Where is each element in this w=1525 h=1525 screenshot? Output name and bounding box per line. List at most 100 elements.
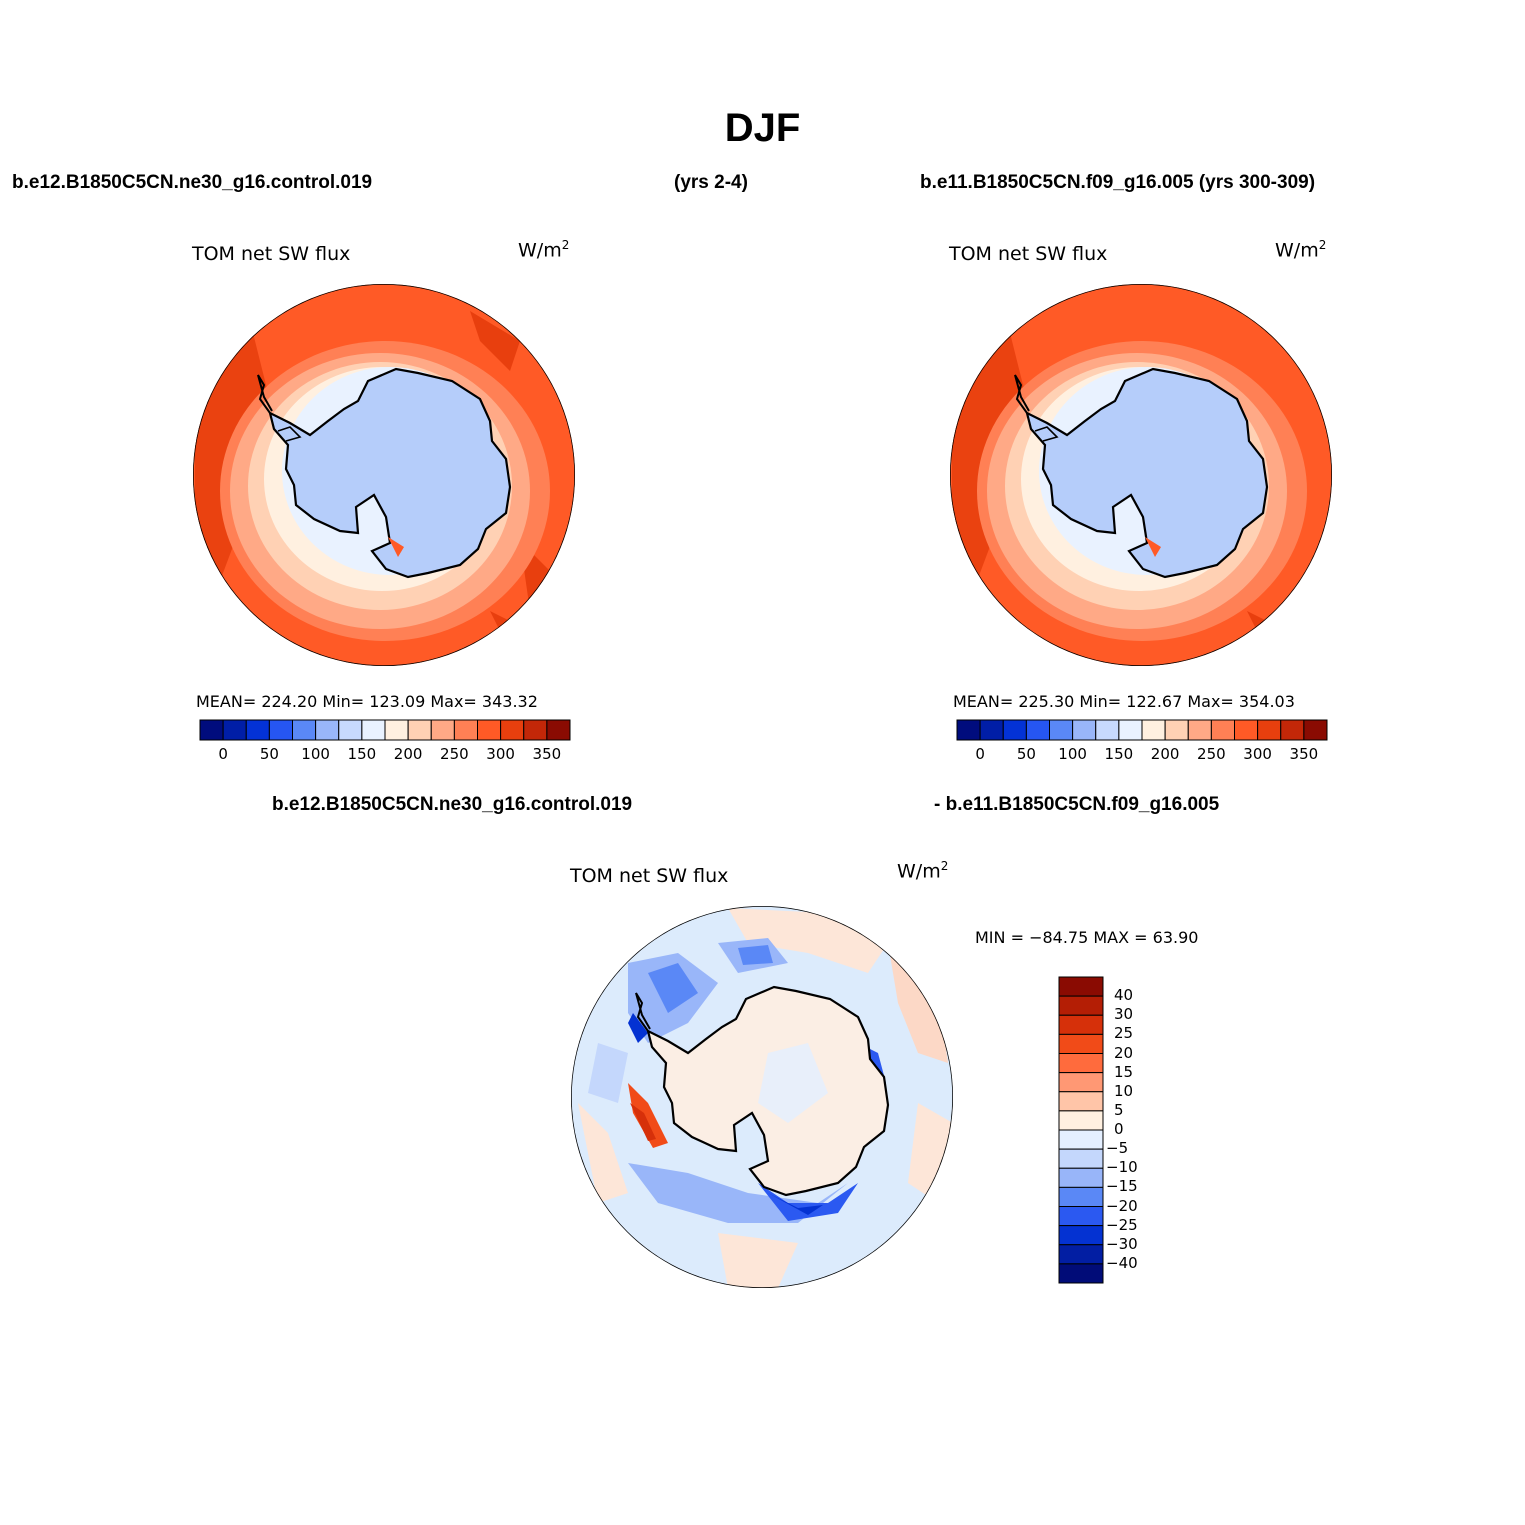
colorbar-tick-label: −15 [1106, 1177, 1138, 1196]
colorbar-swatch [1058, 1014, 1104, 1035]
colorbar-tick-label: 250 [440, 745, 469, 763]
colorbar-tick-label: −10 [1106, 1158, 1138, 1177]
colorbar-swatch [1058, 1053, 1104, 1074]
colorbar-swatch [1025, 719, 1050, 741]
right-case-header: b.e11.B1850C5CN.f09_g16.005 (yrs 300-309… [920, 172, 1316, 193]
colorbar-swatch [268, 719, 293, 741]
colorbar-tick-label: 10 [1114, 1081, 1134, 1100]
colorbar-swatch [361, 719, 386, 741]
colorbar-tick-label: 0 [218, 745, 228, 763]
colorbar-tick-label: −30 [1106, 1234, 1138, 1253]
colorbar-swatch [546, 719, 571, 741]
colorbar-swatch [222, 719, 247, 741]
colorbar-tick-label: 40 [1114, 986, 1134, 1005]
colorbar-swatch [1187, 719, 1212, 741]
colorbar-tick-label: 250 [1197, 745, 1226, 763]
colorbar-swatch [245, 719, 270, 741]
colorbar-swatch [315, 719, 340, 741]
panel1-units: W/m2 [518, 238, 570, 262]
colorbar-swatch [1058, 1167, 1104, 1188]
colorbar-swatch [1058, 1129, 1104, 1150]
colorbar-tick-label: −40 [1106, 1253, 1138, 1272]
left-case-header: b.e12.B1850C5CN.ne30_g16.control.019 [12, 172, 373, 193]
colorbar-tick-label: 200 [393, 745, 423, 763]
colorbar-swatch [1049, 719, 1074, 741]
colorbar-tick-label: 5 [1114, 1100, 1124, 1119]
colorbar-tick-label: 0 [975, 745, 985, 763]
colorbar-tick-label: 200 [1150, 745, 1180, 763]
colorbar-tick-label: 350 [532, 745, 562, 763]
panel1-variable-label: TOM net SW flux [192, 243, 351, 265]
colorbar-swatch [292, 719, 317, 741]
panel1-colorbar-ticks: 0 50 100 150 200 250 300 350 [198, 745, 572, 765]
colorbar-swatch [1095, 719, 1120, 741]
panel2-variable-label: TOM net SW flux [949, 243, 1108, 265]
diff-colorbar [1058, 976, 1104, 1284]
diff-right-header: - b.e11.B1850C5CN.f09_g16.005 [934, 794, 1220, 815]
colorbar-swatch [477, 719, 502, 741]
colorbar-swatch [1164, 719, 1189, 741]
colorbar-tick-label: 300 [1243, 745, 1272, 763]
colorbar-tick-label: 30 [1114, 1005, 1134, 1024]
colorbar-swatch [453, 719, 478, 741]
colorbar-swatch [1058, 1148, 1104, 1169]
diff-left-header: b.e12.B1850C5CN.ne30_g16.control.019 [272, 794, 633, 815]
colorbar-swatch [523, 719, 548, 741]
colorbar-swatch [430, 719, 455, 741]
colorbar-tick-label: 50 [1016, 745, 1036, 763]
figure-title: DJF [724, 106, 801, 150]
colorbar-swatch [1058, 1072, 1104, 1093]
panel1-polar-map [193, 284, 575, 666]
colorbar-tick-label: 150 [347, 745, 377, 763]
colorbar-swatch [1058, 1206, 1104, 1227]
panel1-colorbar [199, 719, 571, 741]
colorbar-tick-label: −20 [1106, 1196, 1138, 1215]
colorbar-swatch [1058, 1225, 1104, 1246]
colorbar-swatch [1058, 1186, 1104, 1207]
colorbar-swatch [1058, 1263, 1104, 1284]
colorbar-tick-label: 150 [1104, 745, 1134, 763]
colorbar-swatch [1058, 1033, 1104, 1054]
colorbar-swatch [1058, 995, 1104, 1016]
diff-polar-map [571, 906, 953, 1288]
colorbar-swatch [407, 719, 432, 741]
colorbar-swatch [1234, 719, 1259, 741]
colorbar-tick-label: −5 [1106, 1139, 1129, 1158]
colorbar-swatch [956, 719, 981, 741]
diff-variable-label: TOM net SW flux [570, 865, 729, 887]
colorbar-swatch [1058, 1091, 1104, 1112]
colorbar-tick-label: 50 [259, 745, 279, 763]
colorbar-tick-label: 15 [1114, 1062, 1134, 1081]
colorbar-swatch [979, 719, 1004, 741]
colorbar-swatch [1058, 1244, 1104, 1265]
colorbar-swatch [1002, 719, 1027, 741]
colorbar-swatch [500, 719, 525, 741]
colorbar-tick-label: 25 [1114, 1024, 1134, 1043]
panel2-polar-map [950, 284, 1332, 666]
colorbar-swatch [1058, 1110, 1104, 1131]
colorbar-tick-label: 100 [1058, 745, 1087, 763]
colorbar-swatch [384, 719, 409, 741]
colorbar-swatch [1141, 719, 1166, 741]
diff-units: W/m2 [897, 859, 949, 883]
colorbar-swatch [1303, 719, 1328, 741]
colorbar-swatch [1072, 719, 1097, 741]
colorbar-tick-label: −25 [1106, 1215, 1138, 1234]
diff-stats: MIN = −84.75 MAX = 63.90 [975, 928, 1199, 947]
colorbar-tick-label: 20 [1114, 1043, 1134, 1062]
panel2-stats: MEAN= 225.30 Min= 122.67 Max= 354.03 [953, 692, 1295, 711]
colorbar-tick-label: 100 [301, 745, 330, 763]
colorbar-swatch [199, 719, 224, 741]
colorbar-swatch [1118, 719, 1143, 741]
panel2-colorbar-ticks: 0 50 100 150 200 250 300 350 [955, 745, 1329, 765]
panel2-units: W/m2 [1275, 238, 1327, 262]
panel2-colorbar [956, 719, 1328, 741]
colorbar-tick-label: 350 [1289, 745, 1319, 763]
colorbar-swatch [1058, 976, 1104, 997]
left-years-header: (yrs 2-4) [674, 172, 748, 193]
colorbar-swatch [1257, 719, 1282, 741]
panel1-stats: MEAN= 224.20 Min= 123.09 Max= 343.32 [196, 692, 538, 711]
colorbar-swatch [1280, 719, 1305, 741]
colorbar-tick-label: 300 [486, 745, 515, 763]
colorbar-swatch [338, 719, 363, 741]
